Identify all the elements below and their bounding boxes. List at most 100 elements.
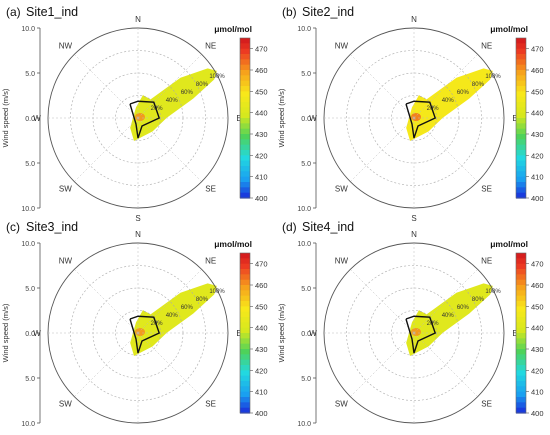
colorbar-segment — [516, 381, 526, 387]
plume-fill — [130, 68, 217, 142]
percent-label: 40% — [166, 98, 179, 104]
grid-spoke — [137, 332, 202, 397]
colorbar-segment — [240, 64, 250, 71]
panel-title: Site1_ind — [26, 5, 78, 19]
colorbar-tick-label: 420 — [255, 366, 268, 375]
colorbar-segment — [240, 91, 250, 98]
colorbar-segment — [240, 359, 250, 366]
direction-label: NW — [335, 41, 349, 50]
colorbar-segment — [516, 317, 526, 323]
colorbar-segment — [240, 391, 250, 398]
percent-label: 20% — [427, 321, 440, 327]
colorbar-segment — [516, 96, 526, 103]
panel-title: Site3_ind — [26, 220, 78, 234]
grid-spoke — [74, 269, 139, 334]
colorbar-segment — [516, 274, 526, 281]
colorbar-frame — [515, 252, 527, 414]
colorbar-segment — [240, 160, 250, 167]
speed-tick-label: 0.0 — [301, 331, 311, 338]
windrose-polygon — [129, 315, 161, 354]
colorbar-segment — [516, 139, 526, 146]
y-axis-label: Wind speed (m/s) — [277, 303, 286, 362]
direction-label: E — [512, 329, 517, 338]
colorbar-segment — [516, 102, 526, 108]
colorbar-segment — [240, 311, 250, 318]
colorbar-segment — [240, 402, 250, 409]
colorbar-tick-label: 420 — [531, 366, 544, 375]
colorbar-tick-label: 460 — [531, 66, 544, 75]
colorbar-segment — [240, 75, 250, 82]
percent-label: 20% — [151, 321, 164, 327]
colorbar-segment — [516, 64, 526, 71]
direction-label: W — [309, 329, 317, 338]
polar-panel: (d) Site4_ind 10.0 5.0 0.0 5.0 10.0 Wind speed … — [277, 220, 544, 435]
colorbar-tick-label: 400 — [531, 409, 544, 418]
colorbar-segment — [240, 386, 250, 393]
direction-label: NE — [481, 41, 492, 50]
grid-circle — [346, 50, 482, 186]
speed-tick-label: 5.0 — [301, 286, 311, 293]
colorbar-segment — [516, 182, 526, 188]
colorbar-tick-label: 410 — [531, 388, 544, 397]
colorbar-segment — [516, 118, 526, 124]
colorbar-segment — [240, 176, 250, 183]
colorbar-tick-label: 450 — [531, 87, 544, 96]
plume-hotspot — [135, 328, 145, 336]
direction-label: SW — [335, 400, 348, 409]
colorbar-tick-label: 410 — [531, 173, 544, 182]
colorbar-segment — [240, 43, 250, 50]
direction-label: SE — [205, 185, 216, 194]
colorbar-segment — [240, 192, 250, 199]
speed-tick-label: 10.0 — [21, 421, 35, 428]
colorbar-segment — [240, 333, 250, 339]
direction-label: NE — [481, 256, 492, 265]
speed-tick-label: 0.0 — [25, 116, 35, 123]
colorbar-unit: μmol/mol — [214, 24, 252, 34]
grid-spoke — [137, 117, 202, 182]
plume-fill — [406, 283, 493, 357]
colorbar-segment — [240, 381, 250, 387]
percent-label: 20% — [151, 106, 164, 112]
colorbar-segment — [516, 54, 526, 60]
percent-label: 100% — [485, 74, 501, 80]
colorbar-segment — [240, 375, 250, 382]
colorbar-segment — [516, 134, 526, 140]
colorbar-tick-label: 450 — [531, 302, 544, 311]
colorbar-segment — [240, 171, 250, 178]
colorbar-segment — [240, 343, 250, 350]
percent-label: 40% — [442, 98, 455, 104]
panel-title: Site2_ind — [302, 5, 354, 19]
colorbar-tick-label: 430 — [531, 130, 544, 139]
colorbar-tick-label: 440 — [531, 109, 544, 118]
colorbar-segment — [516, 70, 526, 76]
grid-spoke — [350, 54, 415, 119]
colorbar-segment — [516, 301, 526, 307]
percent-label: 40% — [166, 313, 179, 319]
colorbar-segment — [240, 338, 250, 345]
grid-spoke — [350, 117, 415, 182]
colorbar-segment — [240, 365, 250, 371]
colorbar-tick-label: 440 — [531, 324, 544, 333]
colorbar-segment — [516, 311, 526, 318]
colorbar-segment — [516, 192, 526, 199]
y-axis-label: Wind speed (m/s) — [277, 88, 286, 147]
direction-label: S — [135, 214, 140, 223]
polar-panel: (b) Site2_ind 10.0 5.0 0.0 5.0 10.0 Wind speed … — [277, 5, 544, 223]
colorbar-segment — [516, 402, 526, 409]
colorbar-segment — [240, 123, 250, 130]
colorbar-segment — [516, 75, 526, 82]
colorbar-segment — [516, 279, 526, 286]
colorbar-segment — [516, 343, 526, 350]
speed-tick-label: 5.0 — [25, 161, 35, 168]
colorbar-segment — [516, 176, 526, 183]
colorbar-segment — [516, 365, 526, 371]
direction-label: E — [236, 329, 241, 338]
colorbar-tick-label: 470 — [531, 45, 544, 54]
speed-tick-label: 0.0 — [301, 116, 311, 123]
colorbar-segment — [240, 150, 250, 156]
grid-spoke — [74, 54, 139, 119]
colorbar-segment — [240, 182, 250, 188]
direction-label: N — [411, 230, 417, 239]
